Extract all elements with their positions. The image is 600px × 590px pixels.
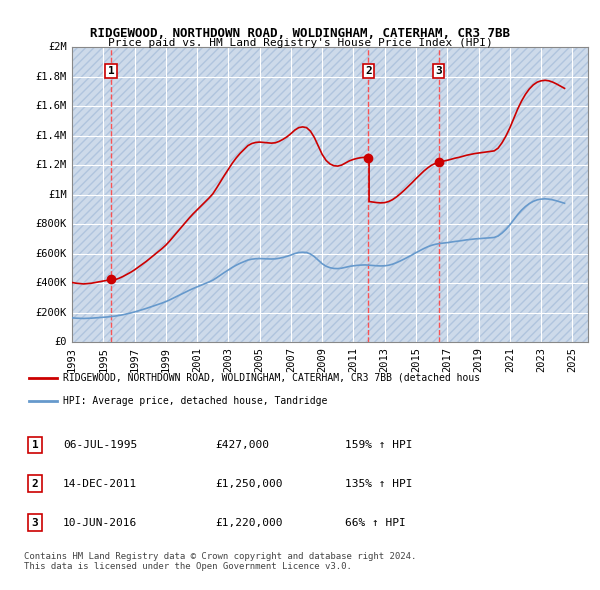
Text: £1.2M: £1.2M [35,160,67,170]
Text: 2: 2 [365,66,371,76]
Text: 3: 3 [435,66,442,76]
Text: 14-DEC-2011: 14-DEC-2011 [63,479,137,489]
Text: 06-JUL-1995: 06-JUL-1995 [63,440,137,450]
Text: £1.6M: £1.6M [35,101,67,111]
Text: Contains HM Land Registry data © Crown copyright and database right 2024.
This d: Contains HM Land Registry data © Crown c… [24,552,416,571]
Text: £800K: £800K [35,219,67,229]
Text: £1.8M: £1.8M [35,72,67,81]
Text: £427,000: £427,000 [215,440,269,450]
Text: 66% ↑ HPI: 66% ↑ HPI [345,518,406,527]
Text: £200K: £200K [35,308,67,317]
Text: Price paid vs. HM Land Registry's House Price Index (HPI): Price paid vs. HM Land Registry's House … [107,38,493,48]
Text: £0: £0 [55,337,67,347]
Text: £1.4M: £1.4M [35,131,67,140]
Text: 1: 1 [32,440,38,450]
Text: £1,250,000: £1,250,000 [215,479,283,489]
Text: 10-JUN-2016: 10-JUN-2016 [63,518,137,527]
Text: £1M: £1M [48,190,67,199]
Text: 1: 1 [108,66,115,76]
Text: £600K: £600K [35,249,67,258]
Text: £1,220,000: £1,220,000 [215,518,283,527]
Text: 159% ↑ HPI: 159% ↑ HPI [345,440,413,450]
Text: 135% ↑ HPI: 135% ↑ HPI [345,479,413,489]
Text: 3: 3 [32,518,38,527]
Text: RIDGEWOOD, NORTHDOWN ROAD, WOLDINGHAM, CATERHAM, CR3 7BB (detached hous: RIDGEWOOD, NORTHDOWN ROAD, WOLDINGHAM, C… [63,373,480,383]
Text: HPI: Average price, detached house, Tandridge: HPI: Average price, detached house, Tand… [63,396,328,406]
Text: £400K: £400K [35,278,67,288]
Text: RIDGEWOOD, NORTHDOWN ROAD, WOLDINGHAM, CATERHAM, CR3 7BB: RIDGEWOOD, NORTHDOWN ROAD, WOLDINGHAM, C… [90,27,510,40]
Text: 2: 2 [32,479,38,489]
Text: £2M: £2M [48,42,67,52]
